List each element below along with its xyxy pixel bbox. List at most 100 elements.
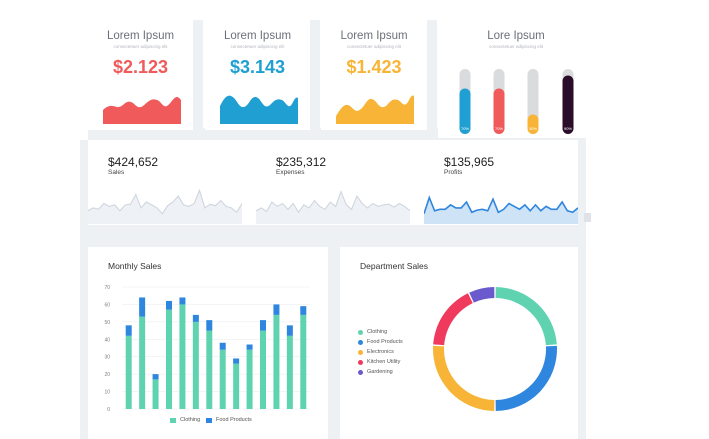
progress-fill: [562, 75, 574, 134]
grey-scroll-stub: [584, 213, 591, 222]
bar-stack: [286, 325, 293, 409]
bar-clothing: [152, 379, 159, 409]
food-products-swatch-icon: [206, 417, 212, 423]
donut-slice: [495, 345, 557, 411]
y-tick-label: 30: [104, 355, 110, 361]
progress-title: Lore Ipsum: [487, 30, 545, 42]
bar-clothing: [273, 314, 280, 409]
bar-stack: [179, 297, 186, 409]
bar-food-products: [219, 342, 226, 350]
progress-subtitle: consectetuer adipiscing elit: [488, 44, 544, 49]
kpi-value: $1.423: [346, 57, 402, 77]
donut-slice: [433, 345, 495, 411]
kpi-area-chart: [103, 96, 181, 124]
bar-stack: [206, 320, 213, 409]
legend-item-food-products[interactable]: Food Products: [358, 339, 403, 345]
bar-clothing: [246, 349, 253, 409]
bar-food-products: [273, 304, 280, 315]
bar-stack: [219, 342, 226, 409]
bar-clothing: [300, 314, 307, 409]
bar-stack: [192, 314, 199, 409]
panel-title: Monthly Sales: [108, 261, 162, 271]
sparkline-area: [88, 190, 242, 224]
spark-label: Sales: [108, 169, 125, 176]
sparkline-line: [424, 195, 578, 214]
y-tick-label: 70: [104, 285, 110, 291]
kpi-subtitle: consectetuer adipiscing elit: [346, 44, 402, 49]
progress-bar: 30%: [527, 69, 539, 134]
kpi-card-3: Lorem Ipsum consectetuer adipiscing elit…: [321, 24, 427, 130]
kpi-title: Lorem Ipsum: [106, 30, 175, 42]
kitchen-utility-dot-icon: [358, 359, 363, 365]
kpi-value: $3.143: [229, 57, 286, 77]
gardening-dot-icon: [358, 369, 363, 375]
monthly-sales-chart: 0 10 20 30 40 50 60 70: [104, 285, 310, 413]
progress-fill: [527, 114, 539, 134]
bar-stack: [125, 325, 132, 409]
bar-food-products: [286, 325, 293, 336]
donut-slice: [433, 293, 473, 346]
kpi-subtitle: consectetuer adipiscing elit: [230, 44, 285, 49]
legend-item-kitchen-utility[interactable]: Kitchen Utility: [358, 359, 400, 365]
bar-food-products: [166, 300, 172, 310]
bar-food-products: [125, 325, 132, 336]
bar-food-products: [300, 306, 307, 315]
sparkline-area: [256, 191, 410, 224]
spark-card-sales: $424,652 Sales: [88, 145, 242, 224]
legend-item-food-products[interactable]: Food Products: [206, 417, 252, 423]
bar-stack: [233, 358, 240, 409]
progress-card: Lore Ipsum consectetuer adipiscing elit …: [438, 24, 594, 138]
progress-label: 30%: [529, 126, 537, 131]
bar-clothing: [125, 335, 132, 409]
grey-right-edge: [578, 140, 586, 439]
bar-clothing: [139, 316, 146, 409]
middle-card-gap: [80, 225, 586, 247]
bar-stack: [139, 297, 146, 409]
bar-clothing: [192, 321, 199, 409]
legend-label: Clothing: [367, 329, 388, 335]
legend-label: Electronics: [367, 349, 394, 355]
spark-card-profits: $135,965 Profits: [424, 145, 578, 224]
y-tick-label: 0: [107, 407, 110, 413]
bar-food-products: [192, 314, 199, 322]
sparkline-line: [256, 190, 410, 214]
bar-food-products: [206, 320, 213, 331]
bar-food-products: [152, 374, 159, 380]
legend-item-electronics[interactable]: Electronics: [358, 349, 394, 355]
legend-item-clothing[interactable]: Clothing: [358, 329, 387, 335]
progress-label: 90%: [564, 126, 572, 131]
legend-label: Clothing: [180, 417, 201, 423]
kpi-subtitle: consectetuer adipiscing elit: [113, 44, 168, 49]
legend-label: Gardening: [367, 369, 393, 375]
bar-food-products: [179, 297, 186, 305]
progress-bar: 70%: [459, 69, 471, 134]
bar-food-products: [260, 320, 266, 331]
expenses-sparkline: [256, 190, 410, 224]
progress-fill: [459, 88, 471, 134]
clothing-dot-icon: [358, 329, 363, 335]
spark-label: Expenses: [276, 169, 305, 176]
spark-value: $424,652: [108, 155, 159, 169]
progress-bars: 70% 70% 30% 90%: [459, 69, 574, 134]
bar-clothing: [166, 309, 172, 409]
y-tick-label: 20: [104, 372, 110, 378]
kpi-area-chart: [336, 95, 414, 124]
kpi-card-2: Lorem Ipsum consectetuer adipiscing elit…: [205, 24, 310, 130]
legend-item-gardening[interactable]: Gardening: [358, 369, 393, 375]
legend-label: Food Products: [216, 417, 252, 423]
y-tick-label: 50: [104, 320, 110, 326]
legend-label: Kitchen Utility: [367, 359, 401, 365]
bar-stack: [300, 306, 307, 409]
progress-label: 70%: [495, 126, 503, 131]
kpi-title: Lorem Ipsum: [223, 30, 292, 42]
grey-bottom-gap: [328, 247, 340, 439]
y-tick-label: 60: [104, 302, 110, 308]
bar-stack: [246, 344, 253, 409]
kpi-title: Lorem Ipsum: [340, 30, 408, 42]
y-tick-label: 40: [104, 337, 110, 343]
bar-stack: [152, 374, 159, 409]
progress-fill: [493, 88, 505, 134]
legend-item-clothing[interactable]: Clothing: [170, 417, 200, 423]
electronics-dot-icon: [358, 349, 363, 355]
department-sales-panel: Department Sales Clothing Food Products …: [340, 247, 578, 439]
